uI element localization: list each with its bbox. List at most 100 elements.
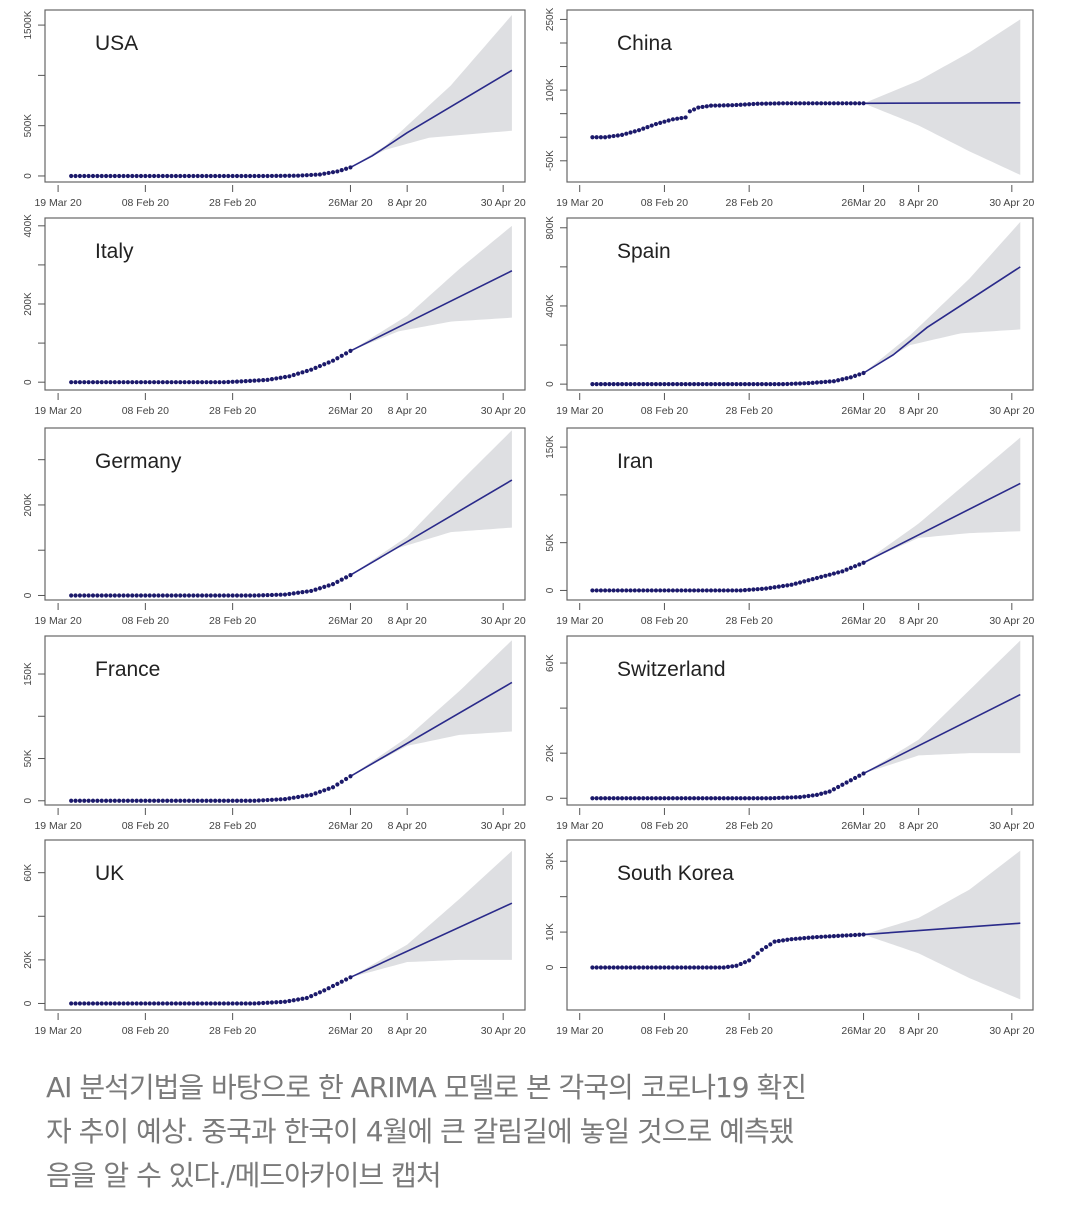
x-tick-label: 26Mar 20: [328, 405, 373, 417]
observed-point: [269, 1000, 275, 1005]
observed-point: [339, 167, 344, 173]
x-tick-label: 19 Mar 20: [34, 820, 81, 832]
observed-point: [243, 173, 248, 179]
observed-point: [751, 101, 756, 107]
observed-point: [103, 380, 109, 385]
observed-point: [77, 1001, 83, 1006]
y-tick-label: 20K: [545, 744, 556, 762]
observed-point: [112, 593, 117, 598]
observed-point: [217, 798, 222, 803]
observed-point: [721, 588, 726, 593]
observed-point: [117, 380, 122, 385]
observed-point: [348, 165, 353, 170]
observed-point: [810, 577, 815, 582]
observed-point: [636, 965, 642, 970]
observed-point: [687, 382, 692, 387]
x-tick-label: 30 Apr 20: [989, 405, 1034, 417]
observed-point: [247, 378, 253, 383]
observed-point: [742, 588, 748, 593]
panel-china: -50K 100K 250K 19 Mar 20 08 Feb 20 28 Feb 20 2…: [545, 7, 1034, 209]
observed-point: [734, 102, 739, 108]
observed-point: [234, 1001, 240, 1006]
observed-point: [195, 593, 200, 598]
observed-point: [226, 379, 231, 385]
observed-point: [282, 999, 288, 1004]
observed-point: [221, 798, 227, 803]
observed-point: [165, 593, 170, 598]
observed-point: [191, 1001, 196, 1006]
observed-point: [134, 173, 139, 179]
observed-point: [265, 173, 270, 179]
observed-point: [317, 990, 323, 995]
observed-point: [213, 1001, 218, 1006]
observed-point: [725, 796, 731, 801]
confidence-band: [350, 640, 512, 777]
observed-point: [730, 964, 735, 969]
observed-point: [221, 1001, 227, 1006]
observed-point: [831, 379, 836, 384]
observed-point: [343, 351, 349, 356]
observed-point: [717, 382, 722, 387]
y-tick-label: 250K: [545, 7, 556, 31]
observed-point: [326, 986, 331, 991]
observed-point: [95, 1001, 100, 1006]
y-tick-label: 150K: [545, 435, 556, 459]
x-tick-label: 28 Feb 20: [726, 820, 773, 832]
observed-point: [125, 173, 131, 179]
observed-point: [82, 173, 87, 179]
observed-point: [738, 382, 743, 387]
observed-point: [768, 796, 773, 801]
observed-point: [603, 588, 608, 593]
observed-point: [632, 382, 637, 387]
observed-point: [86, 1001, 91, 1006]
observed-point: [348, 975, 353, 980]
observed-point: [755, 587, 760, 592]
observed-point: [213, 380, 218, 385]
x-tick-label: 26Mar 20: [328, 1025, 373, 1037]
observed-point: [269, 592, 275, 598]
x-tick-label: 30 Apr 20: [989, 197, 1034, 209]
observed-point: [77, 173, 83, 179]
observed-point: [636, 382, 642, 387]
observed-point: [186, 1001, 192, 1006]
observed-point: [252, 1001, 257, 1006]
observed-point: [199, 1001, 205, 1006]
observed-point: [747, 958, 752, 963]
observed-point: [675, 588, 680, 593]
observed-point: [243, 1001, 248, 1006]
observed-point: [143, 1001, 148, 1006]
observed-point: [819, 791, 824, 796]
observed-point: [764, 586, 769, 591]
observed-point: [797, 795, 803, 800]
observed-point: [73, 380, 78, 385]
observed-point: [738, 588, 743, 593]
observed-point: [103, 173, 109, 179]
x-tick-label: 08 Feb 20: [122, 615, 169, 627]
observed-point: [274, 592, 279, 597]
observed-point: [772, 101, 777, 106]
observed-point: [641, 965, 646, 970]
confidence-band: [863, 19, 1021, 175]
observed-point: [304, 173, 309, 178]
observed-point: [217, 593, 222, 598]
observed-point: [785, 381, 790, 387]
y-tick-label: 0: [545, 795, 556, 801]
observed-point: [789, 937, 794, 942]
observed-point: [831, 571, 836, 576]
observed-point: [317, 172, 323, 177]
observed-point: [721, 965, 726, 970]
observed-point: [666, 796, 671, 801]
observed-point: [797, 936, 803, 941]
observed-point: [291, 795, 296, 800]
observed-point: [99, 173, 104, 179]
observed-point: [598, 796, 603, 801]
observed-point: [156, 593, 161, 598]
observed-point: [138, 173, 144, 179]
observed-point: [269, 797, 275, 802]
observed-point: [117, 1001, 122, 1006]
x-tick-label: 30 Apr 20: [481, 615, 526, 627]
observed-point: [653, 965, 659, 970]
observed-point: [670, 588, 676, 593]
observed-point: [776, 938, 781, 944]
observed-point: [848, 565, 853, 570]
